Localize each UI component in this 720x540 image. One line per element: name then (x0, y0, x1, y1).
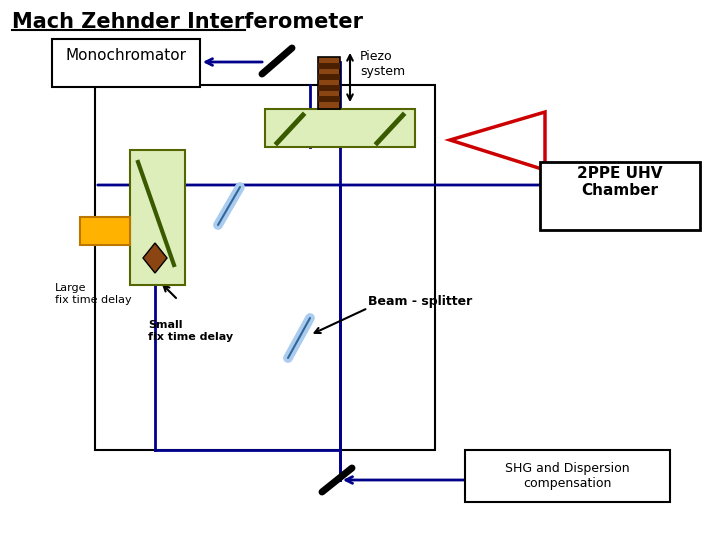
Bar (540, 162, 700, 230)
Text: 2PPE UHV
Chamber: 2PPE UHV Chamber (577, 166, 662, 198)
Bar (265, 109, 415, 147)
Text: Small
fix time delay: Small fix time delay (148, 320, 233, 342)
Text: Large
fix time delay: Large fix time delay (55, 283, 132, 305)
Bar (52, 39, 200, 87)
Text: Beam - splitter: Beam - splitter (368, 295, 472, 308)
Bar (130, 150, 185, 285)
Bar (80, 217, 130, 245)
Text: Piezo
system: Piezo system (360, 50, 405, 78)
Bar (318, 57, 340, 109)
Text: Mach Zehnder Interferometer: Mach Zehnder Interferometer (12, 12, 363, 32)
Bar (318, 85, 340, 91)
Bar (318, 63, 340, 69)
Bar (465, 450, 670, 502)
Bar (318, 74, 340, 80)
Text: SHG and Dispersion
compensation: SHG and Dispersion compensation (505, 462, 629, 490)
Text: Monochromator: Monochromator (66, 48, 186, 63)
Bar (95, 85, 435, 450)
Polygon shape (143, 243, 167, 273)
Bar (318, 96, 340, 102)
